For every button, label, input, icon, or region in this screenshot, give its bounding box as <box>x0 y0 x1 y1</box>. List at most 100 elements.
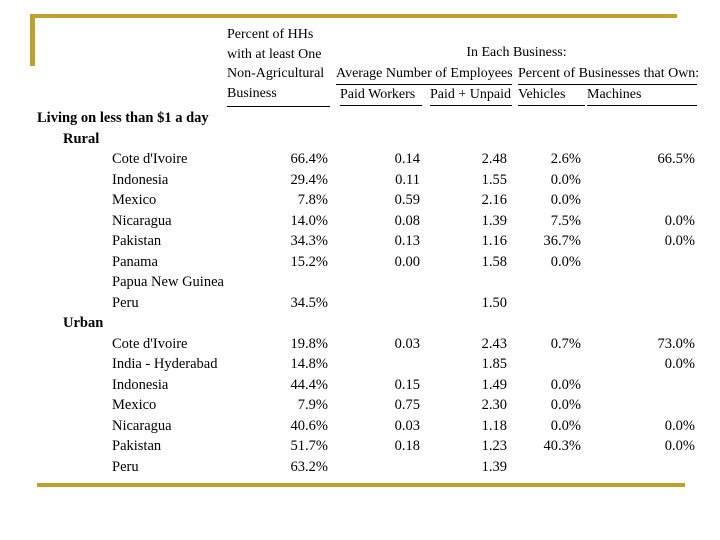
cell-paid_workers: 0.00 <box>394 253 420 270</box>
cell-country: Papua New Guinea <box>112 274 224 290</box>
cell-paid_unpaid: 2.16 <box>481 192 507 208</box>
cell-paid_unpaid: 1.23 <box>481 438 507 454</box>
cell-pct_hh: 66.4% <box>290 151 328 167</box>
poverty-group-title: Living on less than $1 a day <box>37 110 209 126</box>
cell-vehicles: 40.3% <box>543 438 581 454</box>
table-row: Papua New Guinea <box>35 272 697 293</box>
table-body: Living on less than $1 a day Rural Cote d'… <box>35 108 697 477</box>
cell-pct_hh: 29.4% <box>290 171 328 188</box>
cell-paid_workers: 0.59 <box>394 192 420 208</box>
cell-vehicles <box>509 272 583 293</box>
cell-machines: 0.0% <box>664 233 695 249</box>
cell-country: Mexico <box>112 192 157 208</box>
cell-pct_hh: 44.4% <box>290 376 328 393</box>
top-accent-line <box>30 14 677 18</box>
cell-country: Mexico <box>112 397 157 413</box>
cell-machines: 66.5% <box>657 151 695 167</box>
left-accent-line <box>30 14 35 66</box>
table-row: Cote d'Ivoire 19.8% 0.03 2.43 0.7% 73.0% <box>35 334 697 355</box>
cell-machines <box>583 457 697 478</box>
cell-country: Nicaragua <box>112 212 172 229</box>
table-row-group-title: Living on less than $1 a day <box>35 108 697 129</box>
cell-paid_workers <box>330 457 422 478</box>
header-line: Business <box>227 85 277 101</box>
cell-pct_hh: 7.8% <box>297 192 328 208</box>
cell-pct_hh: 7.9% <box>297 397 328 413</box>
table-row: Peru 34.5% 1.50 <box>35 293 697 314</box>
cell-country: India - Hyderabad <box>112 356 218 372</box>
cell-machines <box>583 170 697 191</box>
cell-pct_hh: 63.2% <box>290 458 328 475</box>
column-header-paid-plus-unpaid: Paid + Unpaid <box>430 87 512 106</box>
cell-country: Panama <box>112 253 158 270</box>
table-row: Mexico 7.8% 0.59 2.16 0.0% <box>35 190 697 211</box>
column-header-vehicles: Vehicles <box>518 87 585 106</box>
cell-paid_workers: 0.18 <box>394 438 420 454</box>
cell-paid_unpaid: 1.18 <box>481 417 507 434</box>
cell-paid_workers: 0.08 <box>394 212 420 229</box>
table-row: Pakistan 51.7% 0.18 1.23 40.3% 0.0% <box>35 436 697 457</box>
cell-country: Cote d'Ivoire <box>112 335 188 352</box>
table-row: Nicaragua 40.6% 0.03 1.18 0.0% 0.0% <box>35 416 697 437</box>
cell-country: Indonesia <box>112 171 169 188</box>
cell-machines <box>583 252 697 273</box>
cell-machines <box>583 395 697 416</box>
table-row: Cote d'Ivoire 66.4% 0.14 2.48 2.6% 66.5% <box>35 149 697 170</box>
bottom-accent-line <box>37 483 685 487</box>
section-label-urban: Urban <box>63 315 104 331</box>
cell-pct_hh: 40.6% <box>290 417 328 434</box>
table-row-section: Urban <box>35 313 697 334</box>
cell-paid_workers: 0.15 <box>394 376 420 393</box>
cell-paid_unpaid: 1.85 <box>481 356 507 372</box>
table-row: Nicaragua 14.0% 0.08 1.39 7.5% 0.0% <box>35 211 697 232</box>
cell-paid_workers: 0.03 <box>394 417 420 434</box>
cell-vehicles: 36.7% <box>543 233 581 249</box>
cell-paid_unpaid: 1.55 <box>481 171 507 188</box>
cell-pct_hh: 34.5% <box>290 294 328 311</box>
cell-vehicles <box>509 457 583 478</box>
column-header-pct-households: Percent of HHs with at least One Non-Agr… <box>227 25 330 107</box>
cell-machines: 73.0% <box>657 335 695 352</box>
cell-machines <box>583 375 697 396</box>
column-group-pct-businesses-own: Percent of Businesses that Own: <box>518 66 699 85</box>
cell-vehicles: 2.6% <box>550 151 581 167</box>
cell-country: Peru <box>112 294 139 311</box>
cell-paid_workers: 0.11 <box>395 171 420 188</box>
table-row-section: Rural <box>35 129 697 150</box>
cell-vehicles: 0.0% <box>550 397 581 413</box>
cell-paid_unpaid: 2.30 <box>481 397 507 413</box>
column-group-avg-employees: Average Number of Employees <box>336 66 513 85</box>
cell-machines: 0.0% <box>664 212 695 229</box>
cell-pct_hh <box>230 272 330 293</box>
cell-machines: 0.0% <box>664 438 695 454</box>
cell-vehicles: 0.0% <box>550 417 581 434</box>
cell-paid_workers: 0.03 <box>394 335 420 352</box>
column-header-paid-workers: Paid Workers <box>340 87 422 106</box>
cell-paid_unpaid: 1.49 <box>481 376 507 393</box>
cell-paid_unpaid: 1.16 <box>481 233 507 249</box>
cell-machines: 0.0% <box>664 356 695 372</box>
cell-paid_workers <box>330 354 422 375</box>
header-line: Non-Agricultural <box>227 66 325 81</box>
table-row: India - Hyderabad 14.8% 1.85 0.0% <box>35 354 697 375</box>
cell-vehicles: 0.0% <box>550 253 581 270</box>
cell-machines: 0.0% <box>664 417 695 434</box>
cell-paid_unpaid: 1.50 <box>481 294 507 311</box>
cell-vehicles <box>509 354 583 375</box>
cell-country: Pakistan <box>112 233 162 249</box>
table-row: Indonesia 29.4% 0.11 1.55 0.0% <box>35 170 697 191</box>
table-row: Mexico 7.9% 0.75 2.30 0.0% <box>35 395 697 416</box>
column-header-machines: Machines <box>587 87 697 106</box>
cell-country: Peru <box>112 458 139 475</box>
cell-pct_hh: 15.2% <box>290 253 328 270</box>
cell-paid_workers <box>330 293 422 314</box>
cell-vehicles: 0.0% <box>550 376 581 393</box>
column-group-in-each-business: In Each Business: <box>466 45 567 60</box>
cell-vehicles: 0.7% <box>550 335 581 352</box>
cell-paid_workers <box>330 272 422 293</box>
cell-vehicles: 0.0% <box>550 192 581 208</box>
header-line: with at least One <box>227 46 322 62</box>
cell-vehicles: 0.0% <box>550 171 581 188</box>
cell-country: Cote d'Ivoire <box>112 151 188 167</box>
